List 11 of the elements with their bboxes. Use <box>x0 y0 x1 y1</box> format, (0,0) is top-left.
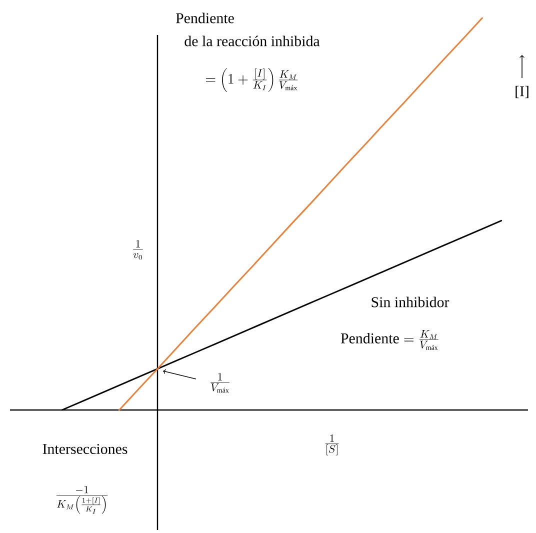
x-axis-title: $\frac{1}{[S]}$ <box>325 434 339 456</box>
annotation: $\mbox{Pendiente} = \frac{K_M}{V_{\mbox{\scriptsize máx}}}$ <box>340 330 438 350</box>
text: [I] <box>516 86 528 98</box>
text: Intersecciones <box>42 444 128 454</box>
series-label: Sin inhibidor <box>372 296 450 308</box>
annotation: Pendiente <box>176 12 234 24</box>
annotation: $\frac{1}{V_{\mbox{\scriptsize máx}}}$ <box>210 373 230 393</box>
y-axis-title: $\frac{1}{v_0}$ <box>133 240 143 260</box>
annotation: $= \left(1+\frac{[I]}{K_I}\right)\frac{K_M}{V_{\mbox{\scriptsize máx}}}$ <box>206 68 298 92</box>
annotation: de la reacción inhibida <box>184 36 320 46</box>
text: $\frac{-1}{K_M\left(\frac{1+[I]}{K_I}\right)}$ <box>56 486 108 514</box>
